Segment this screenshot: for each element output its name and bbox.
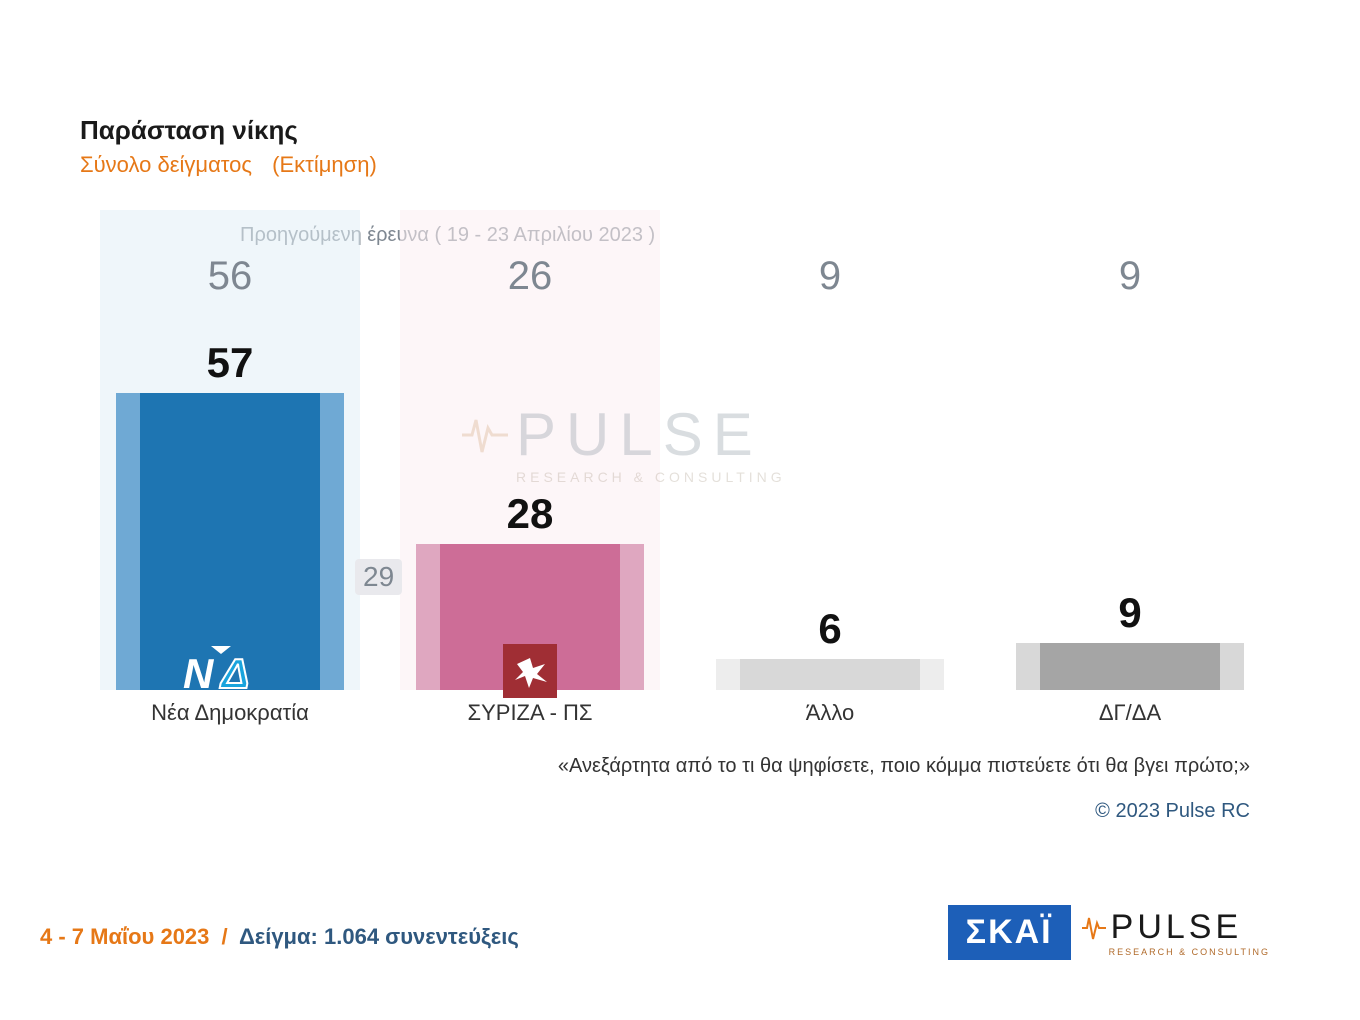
chart-column: 26 28: [400, 210, 660, 690]
chart-subtitle-1: Σύνολο δείγματος: [80, 152, 252, 177]
current-value: 57: [100, 339, 360, 387]
chart-column: 56 57ΝΔ: [100, 210, 360, 690]
pulse-wave-icon: [1081, 913, 1107, 943]
pulse-logo: PULSE RESEARCH & CONSULTING: [1081, 908, 1270, 957]
x-axis-label: Άλλο: [700, 700, 960, 726]
header: Παράσταση νίκης Σύνολο δείγματος (Εκτίμη…: [80, 115, 377, 178]
skai-logo: ΣΚΑΪ: [948, 905, 1071, 960]
current-value: 9: [1000, 589, 1260, 637]
chart-column: 96: [700, 210, 960, 690]
bars-wrap: 57ΝΔ: [100, 350, 360, 690]
x-axis-label: ΔΓ/ΔΑ: [1000, 700, 1260, 726]
current-value: 6: [700, 605, 960, 653]
bars-wrap: 9: [1000, 350, 1260, 690]
pulse-logo-subtext: RESEARCH & CONSULTING: [1109, 947, 1270, 957]
bar-inner: [1040, 643, 1220, 690]
current-value: 28: [400, 490, 660, 538]
nd-logo-icon: ΝΔ: [175, 638, 285, 698]
copyright-text: © 2023 Pulse RC: [1095, 800, 1250, 823]
previous-value: 56: [100, 254, 360, 299]
x-axis-label: ΣΥΡΙΖΑ - ΠΣ: [400, 700, 660, 726]
bars-wrap: 6: [700, 350, 960, 690]
footer-date: 4 - 7 Μαΐου 2023: [40, 924, 209, 949]
side-badge-value: 29: [355, 559, 402, 595]
footer-left: 4 - 7 Μαΐου 2023 / Δείγμα: 1.064 συνεντε…: [40, 924, 519, 950]
previous-value: 9: [700, 254, 960, 299]
chart-subtitle-2: (Εκτίμηση): [272, 152, 377, 177]
footer-logos: ΣΚΑΪ PULSE RESEARCH & CONSULTING: [948, 905, 1270, 960]
footer-separator: /: [222, 924, 228, 949]
chart-subtitle-row: Σύνολο δείγματος (Εκτίμηση): [80, 152, 377, 178]
pulse-logo-text: PULSE: [1111, 908, 1243, 947]
bar-inner: [740, 659, 920, 690]
x-axis-label: Νέα Δημοκρατία: [100, 700, 360, 726]
previous-value: 9: [1000, 254, 1260, 299]
survey-question: «Ανεξάρτητα από το τι θα ψηφίσετε, ποιο …: [558, 755, 1250, 778]
previous-value: 26: [400, 254, 660, 299]
svg-text:Ν: Ν: [183, 650, 215, 697]
chart-area: Προηγούμενη έρευνα ( 19 - 23 Απριλίου 20…: [100, 210, 1260, 690]
footer-sample-label: Δείγμα:: [239, 924, 318, 949]
footer-sample-value: 1.064 συνεντεύξεις: [324, 924, 519, 949]
syriza-logo-icon: [503, 644, 557, 698]
page: Παράσταση νίκης Σύνολο δείγματος (Εκτίμη…: [0, 0, 1360, 1020]
svg-text:Δ: Δ: [219, 650, 249, 697]
bars-wrap: 28: [400, 350, 660, 690]
chart-column: 99: [1000, 210, 1260, 690]
chart-title: Παράσταση νίκης: [80, 115, 377, 146]
